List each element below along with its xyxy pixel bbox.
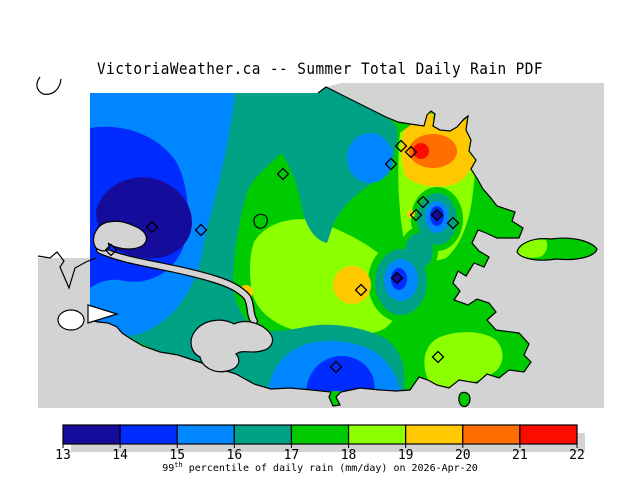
lake <box>57 309 85 331</box>
station-marker <box>329 360 343 374</box>
colorbar-tick-label: 20 <box>455 448 471 463</box>
coastline <box>89 86 532 407</box>
contour-red-core <box>413 143 429 159</box>
colorbar-tick-label: 18 <box>341 448 357 463</box>
contour-gold-central <box>333 266 371 304</box>
colorbar-segment <box>347 424 407 445</box>
headland <box>92 220 148 252</box>
station-marker <box>354 283 368 297</box>
coastline-fragment <box>36 76 62 95</box>
station-marker <box>404 145 418 159</box>
harbour <box>190 319 274 373</box>
station-marker <box>446 216 460 230</box>
colorbar-segment <box>462 424 521 445</box>
station-marker <box>409 208 423 222</box>
station-marker <box>416 195 430 209</box>
small-lake-outline <box>253 213 268 229</box>
caption-base: 99 <box>162 463 174 474</box>
caption-superscript: th <box>174 461 182 469</box>
colorbar-tick-label: 13 <box>55 448 71 463</box>
contour-blue-blob-ne <box>347 133 393 183</box>
colorbar-segment <box>519 424 578 445</box>
colorbar-tick-label: 15 <box>169 448 185 463</box>
station-marker <box>431 350 445 364</box>
station-markers <box>104 139 460 374</box>
contour-deepblue-south <box>306 355 375 391</box>
station-marker <box>276 167 290 181</box>
island-ne-chartreuse <box>518 239 548 258</box>
colorbar-segment <box>176 424 235 445</box>
colorbar-segment <box>290 424 350 445</box>
station-marker <box>390 271 404 285</box>
colorbar-segment <box>233 424 293 445</box>
station-marker <box>104 243 118 257</box>
colorbar-segment <box>405 424 464 445</box>
station-marker <box>194 223 208 237</box>
station-marker <box>145 220 159 234</box>
inlet-water <box>97 247 257 324</box>
colorbar-tick-label: 22 <box>569 448 585 463</box>
colorbar-tick-label: 17 <box>284 448 300 463</box>
colorbar-tick-label: 19 <box>398 448 414 463</box>
map-title: VictoriaWeather.ca -- Summer Total Daily… <box>97 59 543 78</box>
contour-chartreuse-se <box>424 332 503 387</box>
caption-rest: percentile of daily rain (mm/day) on 202… <box>183 463 478 474</box>
colorbar <box>62 424 578 445</box>
colorbar-tick-label: 21 <box>512 448 528 463</box>
colorbar-segment <box>119 424 178 445</box>
land-no-data-area <box>38 83 341 258</box>
colorbar-tick-labels: 13 14 15 16 17 18 19 20 21 22 <box>55 444 585 463</box>
island-s <box>458 391 471 408</box>
colorbar-tick-label: 14 <box>112 448 128 463</box>
colorbar-caption: 99th percentile of daily rain (mm/day) o… <box>162 461 478 474</box>
station-marker <box>430 208 444 222</box>
colorbar-tick-label: 16 <box>227 448 243 463</box>
peninsula-wedge <box>87 304 120 324</box>
colorbar-segment <box>62 424 121 445</box>
station-marker <box>394 139 408 153</box>
contour-orange-ne <box>409 134 457 168</box>
coastline-west <box>37 251 97 290</box>
station-marker <box>384 157 398 171</box>
contour-chartreuse-central <box>250 219 402 338</box>
